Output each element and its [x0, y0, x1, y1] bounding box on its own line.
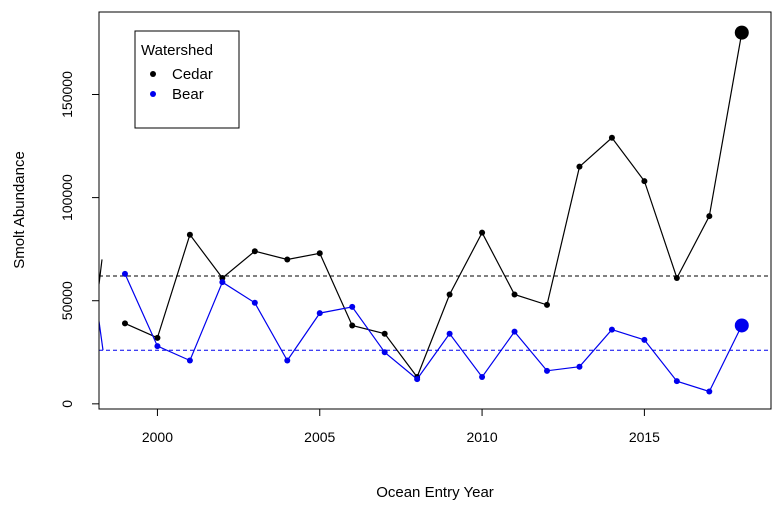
cedar-point [576, 163, 583, 170]
bear-point [154, 343, 161, 350]
bear-point [511, 328, 518, 335]
cedar-point [446, 291, 453, 298]
cedar-point [608, 134, 615, 141]
x-tick-label: 2015 [629, 429, 660, 445]
bear-point [316, 310, 323, 317]
bear-legend-marker [150, 91, 156, 97]
y-axis-title: Smolt Abundance [11, 151, 28, 269]
cedar-point [544, 301, 550, 308]
bear-point [121, 270, 128, 277]
legend-title: Watershed [141, 42, 213, 59]
bear-point [479, 374, 486, 381]
cedar-point [284, 256, 291, 263]
cedar-point [219, 275, 226, 282]
bear-point [284, 357, 291, 364]
bear-point [186, 357, 193, 364]
cedar-point [121, 320, 128, 327]
bear-point [673, 378, 680, 385]
bear-point [608, 326, 615, 333]
cedar-point [381, 330, 388, 337]
bear-series-lead-in [99, 321, 104, 351]
bear-point [734, 318, 749, 333]
cedar-point [734, 25, 749, 40]
y-tick-label: 50000 [59, 281, 75, 320]
bear-point [381, 349, 388, 356]
cedar-point [511, 291, 518, 298]
cedar-series-line [124, 32, 743, 379]
bear-point [349, 303, 356, 310]
bear-point [414, 376, 421, 383]
y-tick-label: 100000 [59, 174, 75, 221]
x-tick-label: 2000 [142, 429, 173, 445]
y-tick-label: 0 [59, 400, 75, 408]
cedar-point [706, 213, 713, 220]
bear-legend-label: Bear [172, 86, 204, 103]
bear-point [446, 330, 453, 337]
cedar-point [154, 334, 161, 341]
cedar-point [673, 275, 680, 282]
cedar-point [316, 250, 323, 257]
bear-series-line [124, 273, 743, 393]
cedar-point [641, 178, 648, 185]
cedar-point [479, 229, 486, 236]
cedar-legend-marker [150, 71, 156, 77]
legend-box [134, 30, 240, 129]
bear-point [251, 299, 258, 306]
bear-point [641, 336, 648, 343]
cedar-point [186, 231, 193, 238]
bear-point [544, 367, 550, 374]
bear-point [576, 363, 583, 370]
cedar-legend-label: Cedar [172, 66, 213, 83]
cedar-point [349, 322, 356, 329]
y-tick-label: 150000 [59, 71, 75, 118]
bear-point [706, 388, 713, 395]
bear-point [219, 279, 226, 286]
x-tick-label: 2005 [304, 429, 335, 445]
x-axis-title: Ocean Entry Year [376, 484, 494, 501]
legend: Watershed Cedar Bear [134, 30, 240, 129]
cedar-point [251, 248, 258, 255]
x-tick-label: 2010 [466, 429, 497, 445]
